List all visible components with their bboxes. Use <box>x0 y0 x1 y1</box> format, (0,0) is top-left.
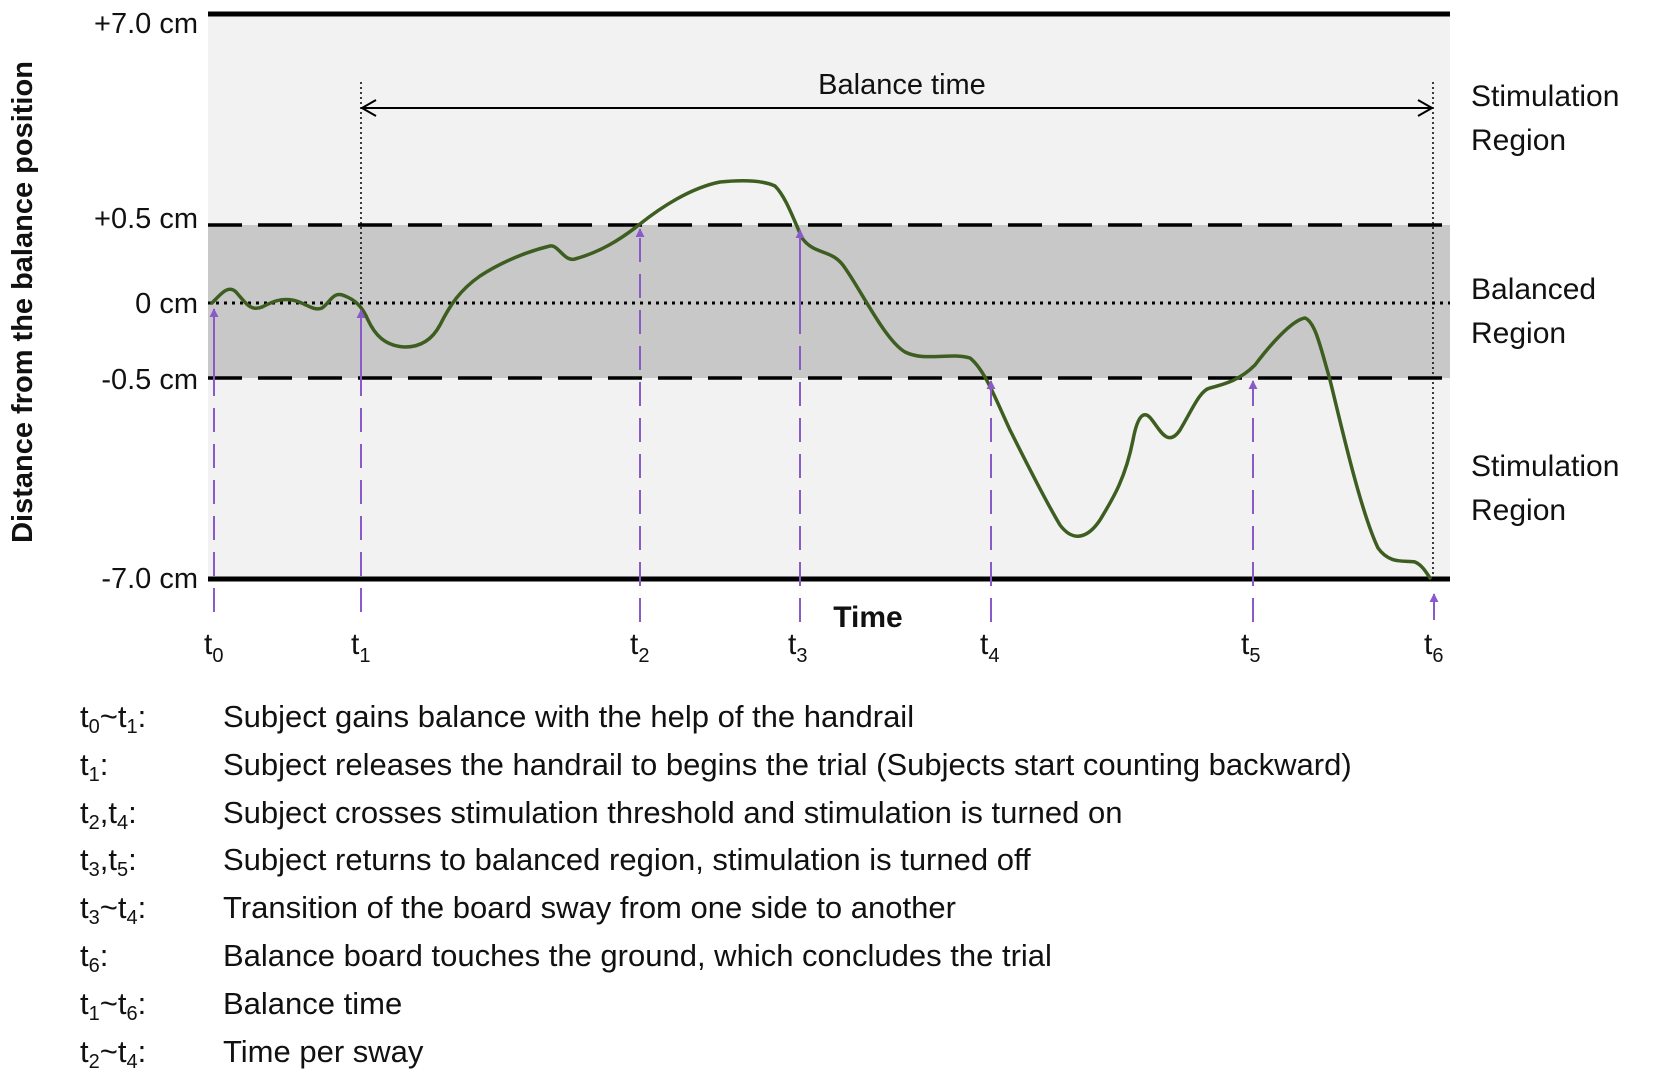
y-label-minus-05: -0.5 cm <box>101 364 198 396</box>
legend-term-text: ~t <box>99 699 127 734</box>
tick-t3-base: t <box>788 628 797 661</box>
legend-term-text: ~t <box>99 985 127 1021</box>
middle-region-line-2: Region <box>1471 317 1566 350</box>
legend-description: Subject gains balance with the help of t… <box>223 699 915 734</box>
legend-term: t1~t6: <box>80 985 147 1024</box>
legend-term-text: : <box>128 794 137 830</box>
tick-t2-sub: 2 <box>638 645 649 667</box>
legend-description: Subject returns to balanced region, stim… <box>223 842 1031 878</box>
legend-term-text: t <box>80 842 89 878</box>
balance-time-arrow <box>359 99 1435 117</box>
legend-term: t2~t4: <box>80 1033 147 1072</box>
upper-region-line-2: Region <box>1471 124 1566 157</box>
tick-t2: t2 <box>630 628 649 667</box>
legend-term-text: ~t <box>99 890 127 926</box>
legend-description: Transition of the board sway from one si… <box>223 890 956 926</box>
legend-term-subscript: 2 <box>88 1050 100 1073</box>
legend-term-subscript: 5 <box>116 859 129 882</box>
legend-description: Time per sway <box>223 1033 424 1069</box>
legend-description: Subject crosses stimulation threshold an… <box>223 794 1123 830</box>
legend-term-text: ~t <box>99 1033 127 1069</box>
balance-time-label: Balance time <box>818 69 986 101</box>
legend-term-text: ,t <box>99 794 117 830</box>
legend-term-text: t <box>80 746 89 782</box>
tick-t1-base: t <box>351 628 360 661</box>
upper-region-label: Stimulation Region <box>1471 80 1628 157</box>
legend-term-text: t <box>80 794 89 830</box>
y-label-zero: 0 cm <box>135 288 198 320</box>
tick-t0-sub: 0 <box>212 645 223 667</box>
legend-term-subscript: 4 <box>126 907 138 930</box>
legend-term: t2,t4: <box>80 794 137 833</box>
y-label-minus-7: -7.0 cm <box>101 563 198 595</box>
tick-t4-sub: 4 <box>988 645 999 667</box>
tick-t1-sub: 1 <box>359 645 370 667</box>
legend-description: Subject releases the handrail to begins … <box>223 746 1352 782</box>
legend-term-text: t <box>80 699 89 734</box>
y-axis-title: Distance from the balance position <box>7 61 39 543</box>
legend-term-subscript: 6 <box>88 954 100 977</box>
legend-term-text: : <box>99 937 109 973</box>
tick-t1: t1 <box>351 628 370 667</box>
lower-region-line-2: Region <box>1471 494 1566 527</box>
legend-term-text: t <box>80 1033 89 1069</box>
legend-term-text: t <box>80 937 89 973</box>
legend-term-text: t <box>80 890 89 926</box>
legend-term-text: : <box>128 842 137 878</box>
legend-term-text: : <box>137 985 147 1021</box>
tick-t3: t3 <box>788 628 807 667</box>
tick-t5: t5 <box>1241 628 1260 667</box>
lower-stimulation-band <box>208 378 1450 579</box>
legend-term-subscript: 6 <box>126 1002 138 1025</box>
legend-term: t6: <box>80 937 109 976</box>
upper-region-line-1: Stimulation <box>1471 80 1619 113</box>
legend-term-subscript: 0 <box>88 716 100 738</box>
legend-term-subscript: 1 <box>88 1002 100 1025</box>
balance-trial-diagram: Balance time +7.0 cm +0.5 cm 0 cm -0.5 c… <box>7 8 1628 667</box>
x-axis-title: Time <box>833 601 902 634</box>
legend-term-subscript: 4 <box>126 1050 138 1073</box>
legend-term-text: : <box>137 1033 147 1069</box>
tick-t4-base: t <box>980 628 989 661</box>
tick-t5-base: t <box>1241 628 1250 661</box>
tick-t6: t6 <box>1424 628 1443 667</box>
lower-region-label: Stimulation Region <box>1471 450 1628 527</box>
tick-t5-sub: 5 <box>1249 645 1260 667</box>
legend-term-subscript: 2 <box>88 811 100 834</box>
middle-region-label: Balanced Region <box>1471 273 1604 350</box>
legend-term-subscript: 1 <box>126 716 138 738</box>
legend-term-subscript: 3 <box>88 859 100 882</box>
legend-term-text: : <box>137 699 147 734</box>
sway-curve <box>210 179 1432 580</box>
legend-term-subscript: 3 <box>88 907 100 930</box>
legend-term-text: t <box>80 985 89 1021</box>
event-markers <box>209 228 1439 622</box>
tick-t0: t0 <box>204 628 223 667</box>
legend-description: Balance time <box>223 985 403 1021</box>
legend-term: t1: <box>80 746 109 785</box>
legend-term-subscript: 4 <box>116 811 129 834</box>
tick-t2-base: t <box>630 628 639 661</box>
legend-term: t3~t4: <box>80 890 147 929</box>
tick-t0-base: t <box>204 628 213 661</box>
legend-term: t0~t1: <box>80 699 147 738</box>
legend-term-subscript: 1 <box>88 763 100 786</box>
legend-term-text: : <box>99 746 109 782</box>
legend-term-text: ,t <box>99 842 117 878</box>
y-label-plus-7: +7.0 cm <box>94 8 198 40</box>
tick-t6-sub: 6 <box>1432 645 1443 667</box>
legend-term: t3,t5: <box>80 842 137 881</box>
lower-region-line-1: Stimulation <box>1471 450 1619 483</box>
legend-term-text: : <box>137 890 147 926</box>
tick-t3-sub: 3 <box>796 645 807 667</box>
legend-description: Balance board touches the ground, which … <box>223 937 1052 973</box>
y-label-plus-05: +0.5 cm <box>94 203 198 235</box>
middle-region-line-1: Balanced <box>1471 273 1596 306</box>
tick-t4: t4 <box>980 628 999 667</box>
tick-t6-base: t <box>1424 628 1433 661</box>
upper-stimulation-band <box>208 14 1450 225</box>
